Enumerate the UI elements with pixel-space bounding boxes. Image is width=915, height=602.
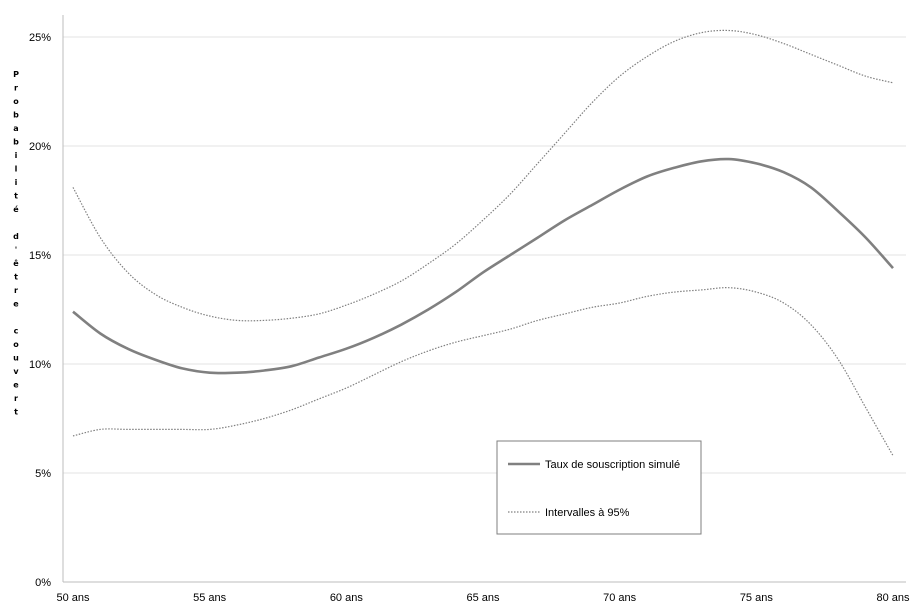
y-tick-label: 0% bbox=[35, 577, 51, 589]
legend: Taux de souscription simulé Intervalles … bbox=[496, 440, 702, 535]
x-tick-label: 50 ans bbox=[56, 592, 90, 602]
y-tick-label: 10% bbox=[29, 359, 51, 371]
y-tick-label: 5% bbox=[35, 468, 51, 480]
legend-label-simulated: Taux de souscription simulé bbox=[545, 459, 680, 471]
y-tick-labels: 0% 5% 10% 15% 20% 25% bbox=[29, 32, 51, 589]
y-tick-label: 15% bbox=[29, 250, 51, 262]
y-tick-label: 25% bbox=[29, 32, 51, 44]
x-tick-label: 70 ans bbox=[603, 592, 637, 602]
series-lines bbox=[72, 29, 894, 456]
x-tick-labels: 50 ans 55 ans 60 ans 65 ans 70 ans 75 ans 80 a… bbox=[56, 592, 910, 602]
x-tick-label: 80 ans bbox=[876, 592, 910, 602]
legend-label-intervals: Intervalles à 95% bbox=[545, 507, 630, 519]
gridlines bbox=[63, 36, 906, 474]
series-line-interval-1 bbox=[72, 29, 894, 322]
x-tick-label: 55 ans bbox=[193, 592, 227, 602]
y-axis-label-word: d ' ê t r e bbox=[13, 232, 19, 309]
y-tick-label: 20% bbox=[29, 141, 51, 153]
x-tick-label: 60 ans bbox=[330, 592, 364, 602]
legend-box bbox=[496, 440, 702, 535]
x-tick-label: 75 ans bbox=[740, 592, 774, 602]
series-line-simulated bbox=[72, 157, 894, 375]
x-tick-label: 65 ans bbox=[466, 592, 500, 602]
